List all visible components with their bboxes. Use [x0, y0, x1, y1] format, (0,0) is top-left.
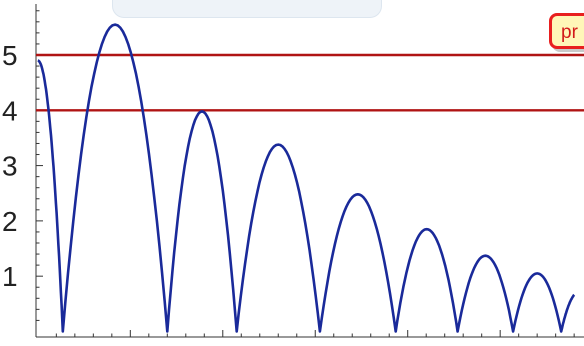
reference-lines	[36, 53, 584, 112]
y-tick-label: 5	[2, 40, 18, 71]
y-tick-label: 3	[2, 151, 18, 182]
y-tick-label: 1	[2, 261, 18, 292]
toolbar-background	[112, 0, 382, 18]
y-tick-label: 2	[2, 206, 18, 237]
y-tick-label: 4	[2, 95, 18, 126]
axes: 1 2 3 4 5	[2, 4, 584, 338]
series-line	[37, 23, 576, 333]
pr-tag-button[interactable]: pr	[549, 13, 584, 49]
